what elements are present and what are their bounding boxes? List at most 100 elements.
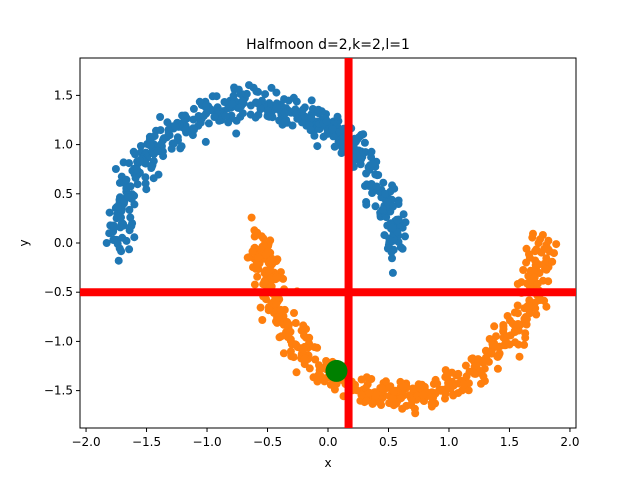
data-point-series-2 [300,331,308,340]
data-point-series-2 [389,387,398,396]
data-point-series-1 [163,118,172,127]
data-point-series-1 [284,96,293,105]
data-point-series-1 [232,129,241,138]
data-point-series-2 [247,213,256,222]
y-tick-label: −0.5 [44,285,73,299]
data-point-series-1 [189,104,198,113]
data-point-series-1 [170,139,178,148]
data-point-series-2 [254,253,263,262]
data-point-series-1 [338,143,347,152]
data-point-series-1 [368,160,377,168]
data-point-series-1 [136,156,144,165]
y-axis-ticks: −1.5 −1.0 −0.5 0.0 0.5 1.0 1.5 [44,88,80,398]
data-point-series-2 [465,367,474,376]
data-point-series-1 [133,180,142,189]
data-point-series-2 [253,260,262,269]
data-point-series-2 [520,340,529,349]
data-point-series-2 [408,396,417,405]
data-point-series-1 [378,205,387,214]
data-point-series-2 [533,279,542,288]
x-axis-label: x [324,456,331,470]
data-point-series-2 [441,389,450,398]
data-point-series-1 [199,112,208,121]
data-point-series-2 [264,247,272,256]
x-tick-label: −1.5 [132,435,161,449]
data-point-series-1 [110,223,119,232]
data-point-series-1 [116,223,125,232]
data-point-series-2 [487,347,496,356]
data-point-series-2 [381,377,390,386]
data-point-series-2 [417,380,426,389]
data-point-series-1 [196,118,205,127]
data-point-series-2 [313,343,322,352]
data-point-series-2 [550,249,558,258]
data-point-series-1 [242,89,251,98]
data-point-series-1 [307,114,316,123]
data-point-series-1 [306,126,315,135]
x-tick-label: 0.0 [318,435,337,449]
data-point-series-1 [210,113,219,121]
data-point-series-1 [118,233,127,242]
data-point-series-2 [477,379,485,388]
data-point-series-1 [368,189,377,197]
data-point-series-1 [251,113,260,122]
data-point-series-2 [253,228,262,237]
data-point-series-2 [499,325,508,334]
data-point-series-1 [109,236,118,244]
data-point-series-1 [245,81,253,90]
data-point-series-1 [333,112,342,121]
data-point-series-2 [490,322,499,331]
data-point-series-1 [393,216,402,225]
data-point-series-1 [220,98,229,106]
data-point-series-2 [259,241,268,250]
data-point-series-1 [307,96,316,105]
data-point-series-1 [149,174,158,183]
data-point-series-2 [513,280,522,288]
data-point-series-2 [492,332,500,341]
data-point-series-2 [530,273,539,282]
data-point-series-2 [531,256,540,265]
data-point-series-1 [401,232,409,241]
data-point-series-1 [272,88,281,97]
data-point-series-1 [171,122,180,131]
data-point-series-1 [117,213,125,222]
data-point-series-2 [311,355,320,364]
data-point-series-1 [136,142,145,150]
data-point-series-2 [313,377,322,386]
data-point-series-2 [392,399,401,408]
data-point-series-1 [146,141,155,150]
data-point-series-2 [279,274,288,283]
data-point-series-1 [398,244,407,253]
data-point-series-1 [357,155,366,164]
data-point-series-2 [521,333,530,342]
data-point-series-2 [357,375,366,384]
data-point-series-2 [377,384,386,393]
data-point-series-2 [485,335,494,343]
data-point-series-1 [319,132,328,141]
x-tick-label: −0.5 [253,435,282,449]
y-tick-label: 1.0 [54,138,73,152]
data-point-series-2 [299,345,308,354]
data-point-series-1 [113,202,122,211]
y-axis-label: y [17,239,31,246]
data-point-series-1 [238,96,247,105]
x-tick-label: −1.0 [192,435,221,449]
data-point-series-2 [248,247,257,256]
data-point-series-1 [190,125,198,134]
data-point-series-2 [508,319,517,328]
data-point-series-1 [383,198,392,206]
data-point-series-1 [322,117,331,126]
overlay-lines [80,58,576,428]
data-point-series-2 [493,364,502,373]
data-point-series-1 [388,223,397,232]
data-point-series-1 [261,90,270,99]
data-point-series-2 [290,309,298,317]
data-point-series-2 [522,315,531,324]
data-point-series-2 [493,352,502,361]
data-point-series-2 [535,296,544,305]
data-point-series-1 [235,104,244,113]
data-point-series-1 [372,182,381,191]
data-point-series-1 [126,182,135,191]
data-point-series-2 [292,368,301,377]
